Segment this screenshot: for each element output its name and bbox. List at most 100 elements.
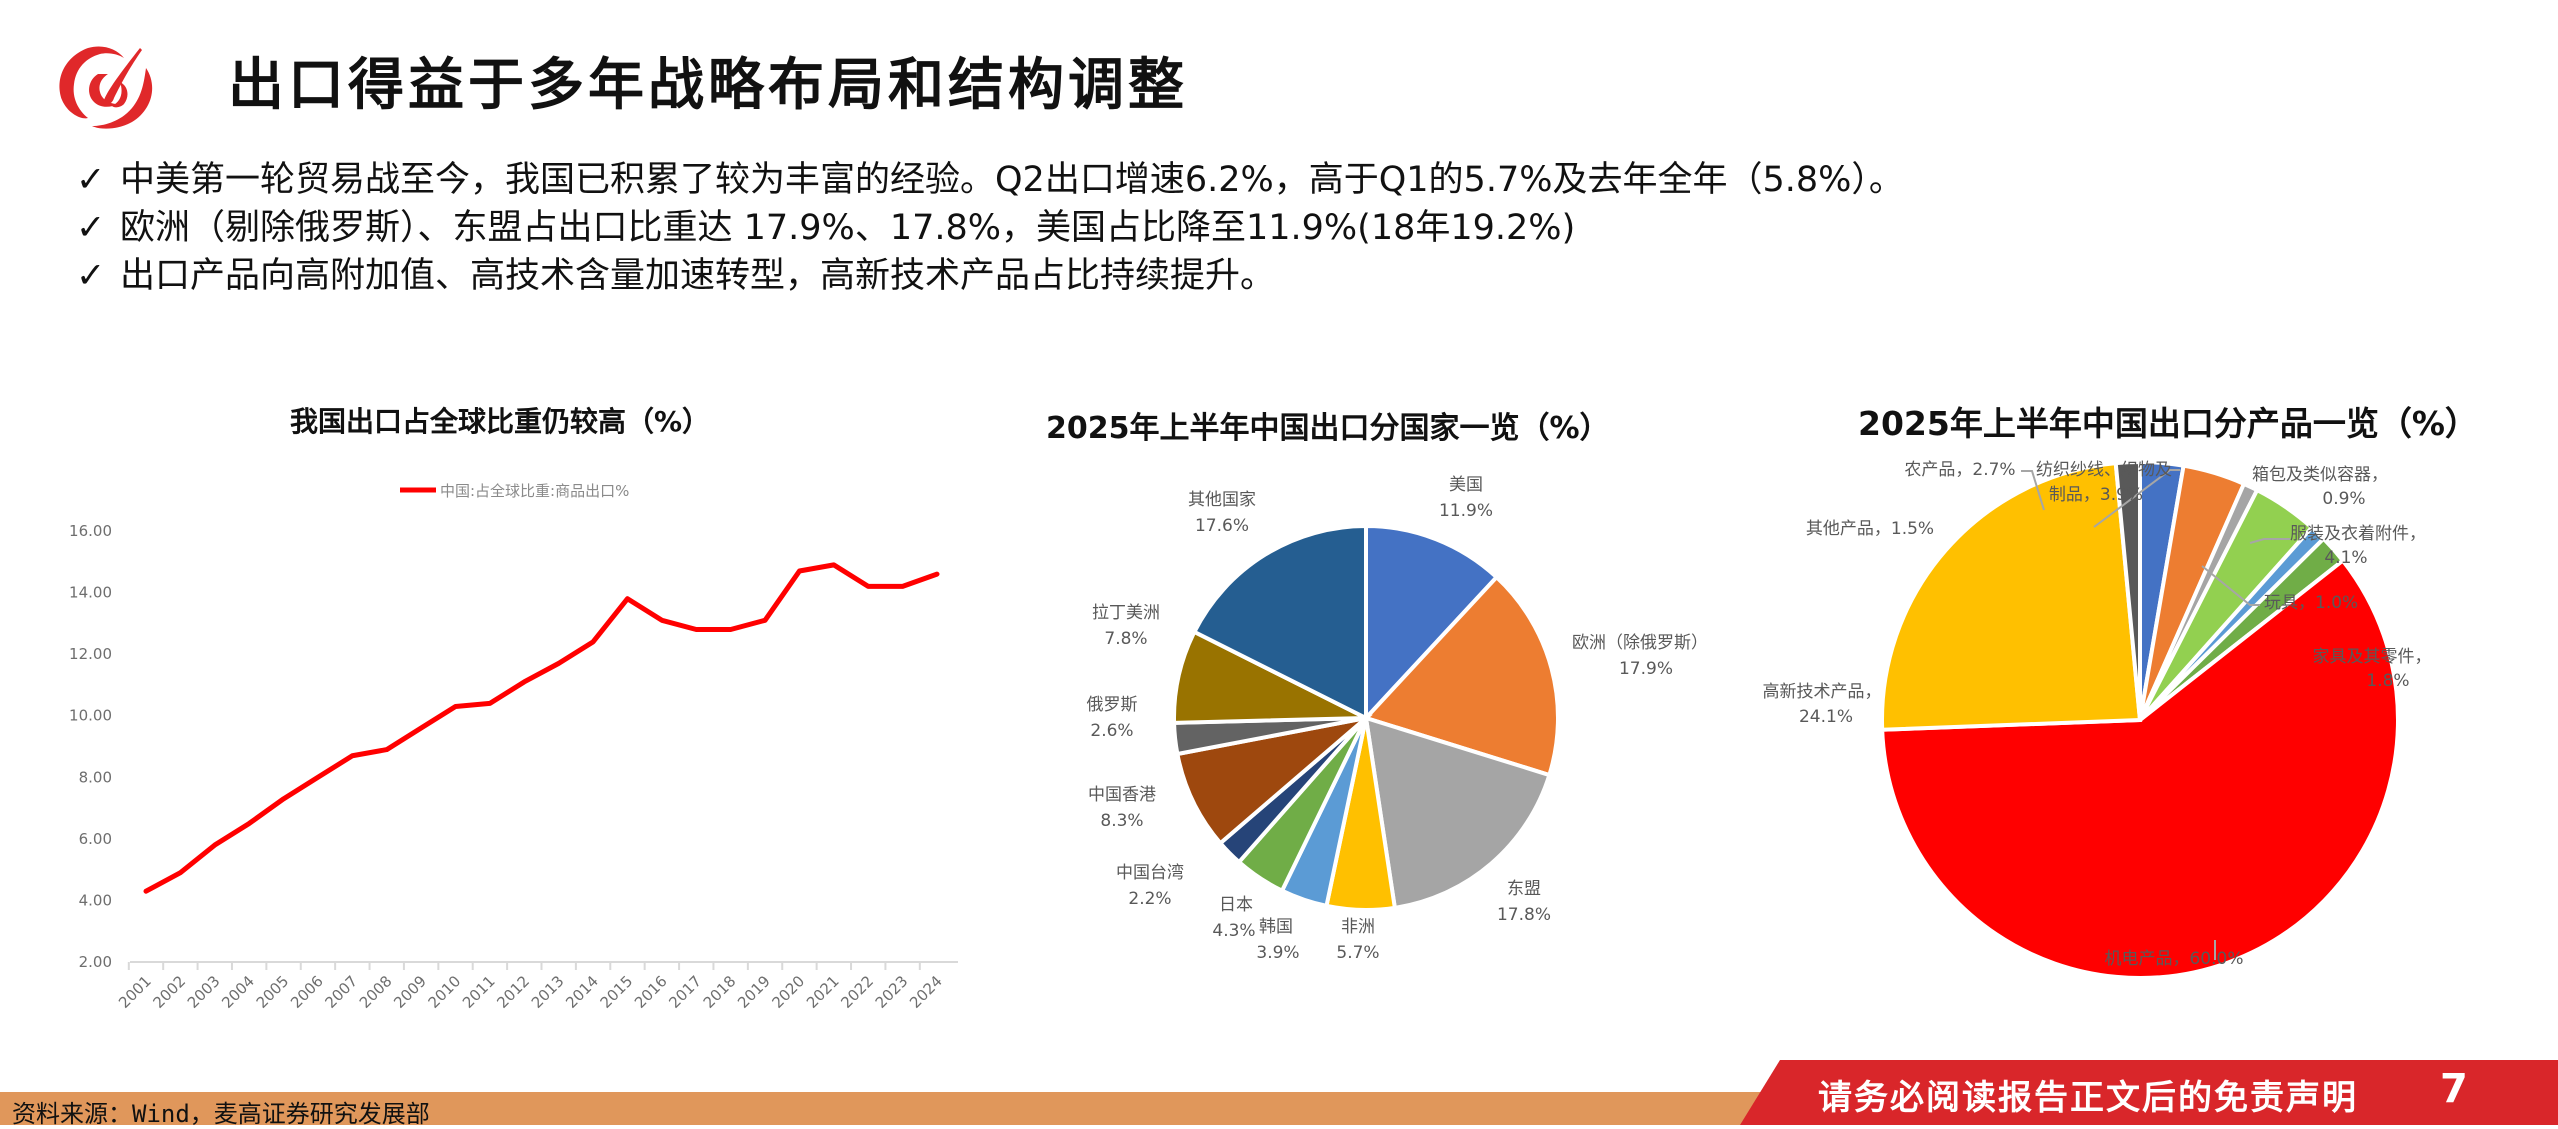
value-bags: 0.9% bbox=[2322, 489, 2365, 509]
x-tick-label: 2013 bbox=[528, 972, 568, 1012]
x-tick-label: 2018 bbox=[700, 972, 740, 1012]
label-textile: 纺织纱线、织物及 bbox=[2036, 460, 2172, 480]
x-tick-label: 2002 bbox=[149, 972, 189, 1012]
value-taiwan: 2.2% bbox=[1128, 889, 1171, 909]
label-russia: 俄罗斯 bbox=[1087, 695, 1138, 715]
label-eu: 欧洲（除俄罗斯） bbox=[1572, 633, 1700, 653]
pie-country-title: 2025年上半年中国出口分国家一览（%） bbox=[1046, 411, 1610, 446]
x-tick-label: 2009 bbox=[390, 972, 430, 1012]
bullet-list: ✓ 中美第一轮贸易战至今，我国已积累了较为丰富的经验。Q2出口增速6.2%，高于… bbox=[76, 156, 1904, 300]
x-tick-label: 2022 bbox=[837, 972, 877, 1012]
label-bags: 箱包及类似容器， bbox=[2252, 465, 2388, 485]
label-taiwan: 中国台湾 bbox=[1116, 863, 1184, 883]
value-furniture: 1.8% bbox=[2366, 671, 2409, 691]
x-tick-label: 2016 bbox=[631, 972, 671, 1012]
pie-slice bbox=[1191, 523, 1368, 722]
pie-chart-country: 美国 11.9% 欧洲（除俄罗斯） 17.9% 东盟 17.8% 非洲 5.7%… bbox=[1087, 475, 1701, 963]
pie-slice bbox=[1362, 574, 1560, 778]
value-japan: 4.3% bbox=[1212, 921, 1255, 941]
value-apparel: 4.1% bbox=[2324, 548, 2367, 568]
pie-slice bbox=[1364, 523, 1500, 724]
x-tick-label: 2004 bbox=[218, 972, 258, 1012]
x-tick-label: 2023 bbox=[872, 972, 912, 1012]
label-korea: 韩国 bbox=[1259, 917, 1293, 937]
label-us: 美国 bbox=[1449, 475, 1483, 495]
pie-slice bbox=[1363, 715, 1552, 911]
bullet-item: ✓ 中美第一轮贸易战至今，我国已积累了较为丰富的经验。Q2出口增速6.2%，高于… bbox=[76, 156, 1904, 204]
x-tick-label: 2021 bbox=[803, 972, 843, 1012]
bullet-item: ✓ 出口产品向高附加值、高技术含量加速转型，高新技术产品占比持续提升。 bbox=[76, 252, 1904, 300]
x-tick-label: 2020 bbox=[769, 972, 809, 1012]
label-toys: 玩具，1.0% bbox=[2264, 593, 2358, 613]
x-tick-label: 2017 bbox=[665, 972, 705, 1012]
label-apparel: 服装及衣着附件， bbox=[2290, 524, 2426, 544]
pie-slice bbox=[1880, 460, 2143, 732]
leader-lines bbox=[2021, 469, 2290, 960]
y-tick-label: 2.00 bbox=[79, 953, 112, 971]
label-hongkong: 中国香港 bbox=[1088, 785, 1156, 805]
x-tick-label: 2015 bbox=[597, 972, 637, 1012]
x-tick-label: 2006 bbox=[287, 972, 327, 1012]
value-russia: 2.6% bbox=[1090, 721, 1133, 741]
x-tick-label: 2012 bbox=[493, 972, 533, 1012]
check-icon: ✓ bbox=[76, 160, 106, 200]
y-tick-label: 4.00 bbox=[79, 891, 112, 909]
label-asean: 东盟 bbox=[1507, 879, 1541, 899]
x-tick-label: 2011 bbox=[459, 972, 499, 1012]
pie-slice bbox=[2113, 459, 2142, 721]
value-latam: 7.8% bbox=[1104, 629, 1147, 649]
label-latam: 拉丁美洲 bbox=[1092, 603, 1160, 623]
line-chart-legend: 中国:占全球比重:商品出口% bbox=[400, 482, 629, 500]
label-japan: 日本 bbox=[1219, 895, 1253, 915]
pie-chart-product: 农产品，2.7% 纺织纱线、织物及 制品，3.9% 箱包及类似容器， 0.9% … bbox=[1763, 459, 2432, 980]
y-tick-label: 14.00 bbox=[69, 584, 112, 602]
label-mech: 机电产品，60.0% bbox=[2104, 949, 2243, 969]
line-chart: 中国:占全球比重:商品出口% 2.00 4.00 6.00 8.00 10.00 12.0… bbox=[69, 482, 958, 1012]
x-tick-label: 2007 bbox=[321, 972, 361, 1012]
page-number: 7 bbox=[2440, 1066, 2468, 1112]
y-tick-label: 16.00 bbox=[69, 522, 112, 540]
x-tick-label: 2010 bbox=[425, 972, 465, 1012]
label-other-countries: 其他国家 bbox=[1188, 490, 1256, 510]
value-korea: 3.9% bbox=[1256, 943, 1299, 963]
x-tick-label: 2001 bbox=[115, 972, 155, 1012]
value-us: 11.9% bbox=[1439, 501, 1493, 521]
source-note: 资料来源：Wind，麦高证券研究发展部 bbox=[12, 1100, 430, 1128]
value-hitech: 24.1% bbox=[1799, 707, 1853, 727]
x-tick-label: 2008 bbox=[356, 972, 396, 1012]
value-other-countries: 17.6% bbox=[1195, 516, 1249, 536]
footer-disclaimer-banner bbox=[1740, 1060, 2558, 1125]
y-tick-label: 12.00 bbox=[69, 645, 112, 663]
company-logo-icon bbox=[59, 46, 153, 129]
value-eu: 17.9% bbox=[1619, 659, 1673, 679]
x-tick-label: 2005 bbox=[253, 972, 293, 1012]
line-chart-title: 我国出口占全球比重仍较高（%） bbox=[290, 405, 711, 438]
label-other-products: 其他产品，1.5% bbox=[1806, 519, 1934, 539]
value-hongkong: 8.3% bbox=[1100, 811, 1143, 831]
legend-label: 中国:占全球比重:商品出口% bbox=[440, 482, 629, 500]
value-textile: 制品，3.9% bbox=[2049, 485, 2143, 505]
bullet-item: ✓ 欧洲（剔除俄罗斯）、东盟占出口比重达 17.9%、17.8%，美国占比降至1… bbox=[76, 204, 1904, 252]
pie-product-title: 2025年上半年中国出口分产品一览（%） bbox=[1858, 404, 2478, 443]
bullet-text: 中美第一轮贸易战至今，我国已积累了较为丰富的经验。Q2出口增速6.2%，高于Q1… bbox=[120, 160, 1904, 200]
x-tick-label: 2003 bbox=[184, 972, 224, 1012]
value-asean: 17.8% bbox=[1497, 905, 1551, 925]
label-africa: 非洲 bbox=[1341, 917, 1375, 937]
label-agri: 农产品，2.7% bbox=[1904, 460, 2015, 480]
value-africa: 5.7% bbox=[1336, 943, 1379, 963]
y-axis: 2.00 4.00 6.00 8.00 10.00 12.00 14.00 16.00 bbox=[69, 522, 112, 971]
x-tick-label: 2024 bbox=[906, 972, 946, 1012]
y-tick-label: 6.00 bbox=[79, 830, 112, 848]
bullet-text: 出口产品向高附加值、高技术含量加速转型，高新技术产品占比持续提升。 bbox=[120, 256, 1276, 296]
x-tick-label: 2014 bbox=[562, 972, 602, 1012]
y-tick-label: 10.00 bbox=[69, 707, 112, 725]
y-tick-label: 8.00 bbox=[79, 768, 112, 786]
x-axis: 2001200220032004200520062007200820092010… bbox=[115, 962, 946, 1012]
check-icon: ✓ bbox=[76, 208, 106, 248]
x-tick-label: 2019 bbox=[734, 972, 774, 1012]
check-icon: ✓ bbox=[76, 256, 106, 296]
disclaimer-text: 请务必阅读报告正文后的免责声明 bbox=[1818, 1078, 2358, 1118]
pie-slice bbox=[1880, 557, 2400, 980]
label-hitech: 高新技术产品， bbox=[1763, 682, 1882, 702]
page-title: 出口得益于多年战略布局和结构调整 bbox=[228, 52, 1188, 118]
